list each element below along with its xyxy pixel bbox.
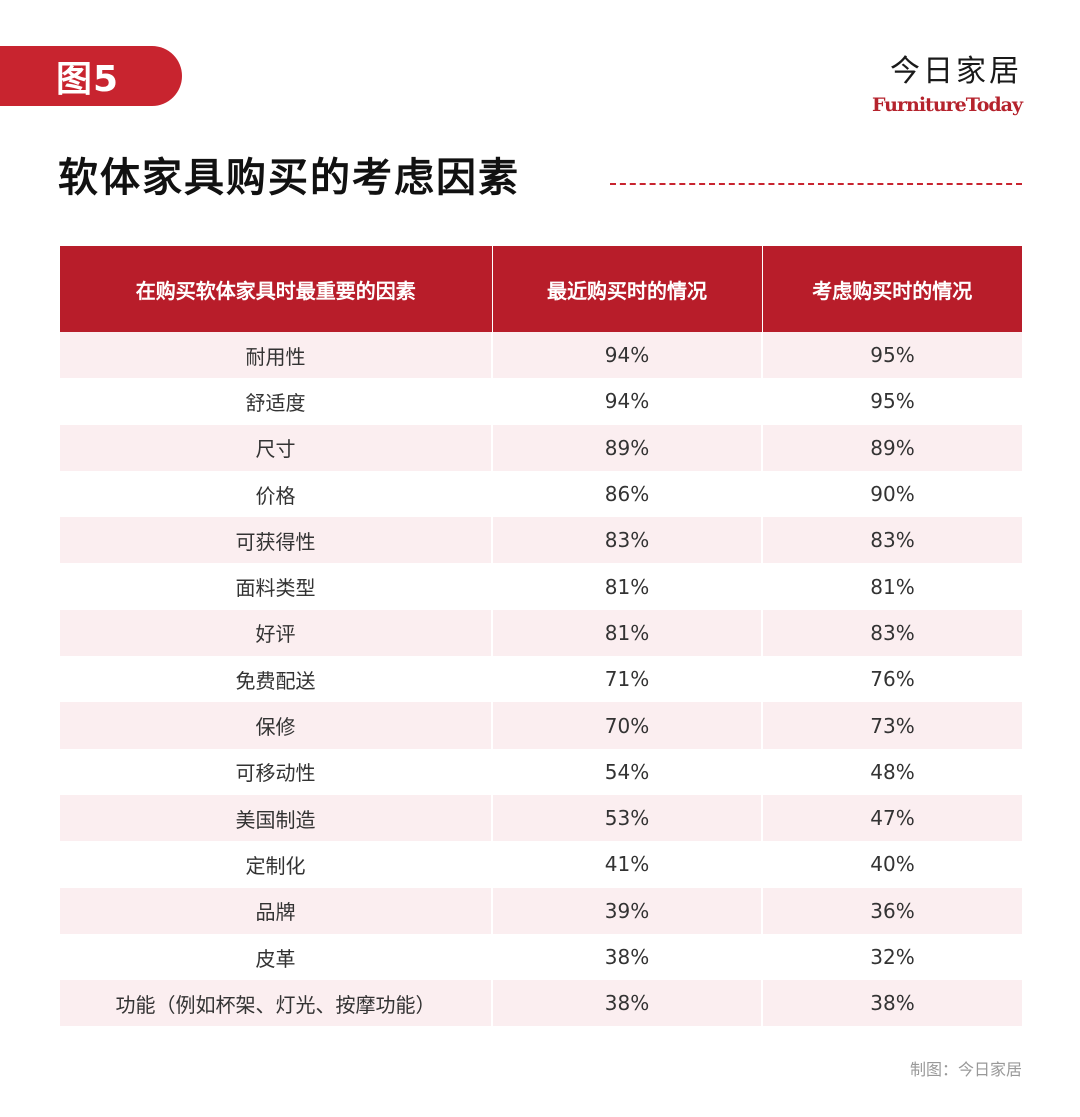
table-row: 保修 70% 73% (60, 702, 1022, 749)
recent-value-cell: 81% (492, 563, 763, 610)
brand-logo: 今日家居 FurnitureToday (872, 54, 1023, 118)
table-row: 舒适度 94% 95% (60, 378, 1022, 425)
factor-cell: 耐用性 (60, 332, 493, 379)
factor-cell: 定制化 (60, 841, 493, 888)
page-title: 软体家具购买的考虑因素 (58, 155, 520, 201)
recent-value-cell: 53% (492, 794, 763, 842)
table-row: 品牌 39% 36% (60, 887, 1022, 934)
chart-credit: 制图：今日家居 (909, 1060, 1022, 1079)
considering-value-cell: 95% (762, 378, 1022, 425)
considering-value-cell: 40% (762, 841, 1022, 888)
factor-cell: 面料类型 (60, 563, 493, 610)
considering-value-cell: 89% (762, 424, 1022, 471)
factor-cell: 价格 (60, 470, 493, 518)
title-dashed-divider (610, 183, 1022, 185)
considering-value-cell: 76% (762, 656, 1022, 703)
considering-value-cell: 83% (762, 517, 1022, 564)
recent-value-cell: 89% (492, 424, 763, 471)
factor-cell: 保修 (60, 702, 493, 749)
recent-value-cell: 70% (492, 702, 763, 749)
considering-value-cell: 47% (762, 794, 1022, 842)
recent-value-cell: 54% (492, 748, 763, 795)
table-row: 尺寸 89% 89% (60, 424, 1022, 471)
column-header-recent: 最近购买时的情况 (492, 246, 763, 332)
considering-value-cell: 81% (762, 563, 1022, 610)
brand-name-cn: 今日家居 (890, 54, 1022, 89)
brand-name-en: FurnitureToday (872, 94, 1023, 116)
recent-value-cell: 39% (492, 887, 763, 934)
factor-cell: 舒适度 (60, 378, 493, 425)
factor-cell: 尺寸 (60, 424, 493, 471)
considering-value-cell: 83% (762, 609, 1022, 657)
figure-label: 图5 (56, 59, 120, 100)
recent-value-cell: 71% (492, 656, 763, 703)
factor-table: 在购买软体家具时最重要的因素 最近购买时的情况 考虑购买时的情况 耐用性 94% 9… (60, 246, 1022, 1027)
factor-cell: 好评 (60, 609, 493, 657)
recent-value-cell: 38% (492, 980, 763, 1027)
table-row: 定制化 41% 40% (60, 841, 1022, 888)
factor-cell: 功能（例如杯架、灯光、按摩功能） (60, 980, 493, 1027)
recent-value-cell: 38% (492, 933, 763, 981)
figure-label-tab: 图5 (0, 46, 182, 106)
recent-value-cell: 41% (492, 841, 763, 888)
recent-value-cell: 94% (492, 378, 763, 425)
factor-cell: 可移动性 (60, 748, 493, 795)
considering-value-cell: 90% (762, 470, 1022, 518)
considering-value-cell: 36% (762, 887, 1022, 934)
considering-value-cell: 48% (762, 748, 1022, 795)
table-header-row: 在购买软体家具时最重要的因素 最近购买时的情况 考虑购买时的情况 (60, 246, 1022, 332)
factor-cell: 皮革 (60, 933, 493, 981)
table-row: 耐用性 94% 95% (60, 332, 1022, 379)
table-row: 可获得性 83% 83% (60, 517, 1022, 564)
recent-value-cell: 81% (492, 609, 763, 657)
table-row: 功能（例如杯架、灯光、按摩功能） 38% 38% (60, 980, 1022, 1027)
considering-value-cell: 73% (762, 702, 1022, 749)
table-row: 美国制造 53% 47% (60, 794, 1022, 842)
factor-cell: 品牌 (60, 887, 493, 934)
table-body: 耐用性 94% 95% 舒适度 94% 95% 尺寸 89% 89% 价格 86% 90% 可获得性 83… (60, 332, 1022, 1027)
considering-value-cell: 38% (762, 980, 1022, 1027)
recent-value-cell: 83% (492, 517, 763, 564)
considering-value-cell: 32% (762, 933, 1022, 981)
column-header-considering: 考虑购买时的情况 (762, 246, 1022, 332)
table-row: 价格 86% 90% (60, 470, 1022, 518)
factor-cell: 美国制造 (60, 794, 493, 842)
column-header-factor: 在购买软体家具时最重要的因素 (60, 246, 493, 332)
recent-value-cell: 94% (492, 332, 763, 379)
table-row: 免费配送 71% 76% (60, 656, 1022, 703)
table-row: 面料类型 81% 81% (60, 563, 1022, 610)
factor-cell: 可获得性 (60, 517, 493, 564)
table-row: 可移动性 54% 48% (60, 748, 1022, 795)
table-row: 好评 81% 83% (60, 609, 1022, 657)
factor-cell: 免费配送 (60, 656, 493, 703)
recent-value-cell: 86% (492, 470, 763, 518)
table-row: 皮革 38% 32% (60, 933, 1022, 981)
considering-value-cell: 95% (762, 332, 1022, 379)
